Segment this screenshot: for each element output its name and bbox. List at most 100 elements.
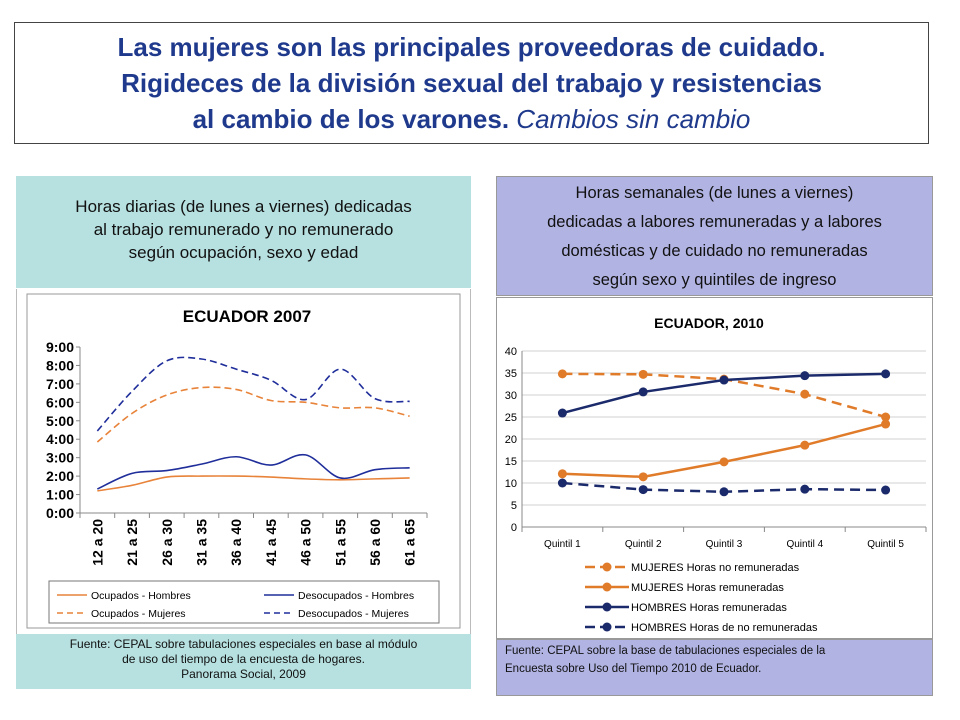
y-tick-label: 40	[505, 346, 517, 358]
slide-title: Las mujeres son las principales proveedo…	[14, 22, 929, 144]
data-point	[881, 369, 891, 379]
y-tick-label: 25	[505, 412, 517, 424]
y-tick-label: 1:00	[46, 487, 74, 503]
legend-label: HOMBRES Horas de no remuneradas	[631, 622, 818, 634]
title-line-3: al cambio de los varones. Cambios sin ca…	[15, 101, 928, 137]
y-tick-label: 6:00	[46, 394, 74, 410]
legend-marker	[602, 602, 612, 612]
right-source-line-2: Encuesta sobre Uso del Tiempo 2010 de Ec…	[505, 663, 762, 675]
left-caption-line-3: según ocupación, sexo y edad	[128, 243, 359, 262]
x-tick-label: 51 a 55	[332, 519, 348, 566]
data-point	[800, 440, 810, 450]
data-point	[557, 408, 567, 418]
legend-label: Desocupados - Mujeres	[298, 608, 409, 620]
y-tick-label: 7:00	[46, 376, 74, 392]
legend-label: Desocupados - Hombres	[298, 590, 414, 602]
title-line-2: Rigideces de la división sexual del trab…	[121, 68, 822, 98]
y-tick-label: 9:00	[46, 339, 74, 355]
x-tick-label: 12 a 20	[89, 519, 105, 566]
data-point	[557, 369, 567, 379]
x-tick-label: 21 a 25	[124, 519, 140, 566]
data-point	[800, 484, 810, 494]
series-line-2	[97, 453, 410, 490]
data-point	[638, 472, 648, 482]
title-line-1: Las mujeres son las principales proveedo…	[117, 32, 826, 62]
legend-label: HOMBRES Horas remuneradas	[631, 602, 787, 614]
y-tick-label: 2:00	[46, 468, 74, 484]
data-point	[638, 387, 648, 397]
ecuador-2010-chart: ECUADOR, 2010 0 5 10 15 20 25 30 35 40 Quintil 1 Qu…	[505, 315, 927, 634]
data-point	[557, 478, 567, 488]
title-line-3-italic: Cambios sin cambio	[516, 104, 751, 134]
right-caption-line-4: según sexo y quintiles de ingreso	[592, 271, 837, 289]
x-tick-label: 56 a 60	[367, 519, 383, 566]
chart-title: ECUADOR 2007	[183, 307, 312, 326]
legend-label: MUJERES Horas remuneradas	[631, 582, 784, 594]
legend-box	[48, 580, 440, 624]
series-line-2	[562, 422, 886, 479]
data-point	[800, 389, 810, 399]
legend-label: Ocupados - Mujeres	[91, 608, 186, 620]
y-tick-label: 20	[505, 434, 517, 446]
ecuador-2007-chart: ECUADOR 2007 0:00 1:00 2:00 3:00 4:00 5:00 6:00…	[26, 293, 461, 629]
data-point	[881, 412, 891, 422]
right-source-line-1: Fuente: CEPAL sobre la base de tabulacio…	[505, 645, 826, 657]
x-tick-label: Quintil 2	[625, 539, 662, 550]
left-caption-line-1: Horas diarias (de lunes a viernes) dedic…	[75, 197, 412, 216]
title-line-3-bold: al cambio de los varones.	[192, 104, 510, 134]
y-tick-label: 4:00	[46, 431, 74, 447]
right-caption-line-3: domésticas y de cuidado no remuneradas	[561, 242, 868, 260]
left-source-line-2: de uso del tiempo de la encuesta de hoga…	[122, 652, 365, 666]
left-source-note: Fuente: CEPAL sobre tabulaciones especia…	[16, 634, 471, 689]
y-tick-label: 8:00	[46, 357, 74, 373]
y-tick-label: 30	[505, 390, 517, 402]
left-source-line-1: Fuente: CEPAL sobre tabulaciones especia…	[69, 637, 418, 651]
x-tick-label: Quintil 5	[867, 539, 904, 550]
data-point	[638, 485, 648, 495]
chart-title: ECUADOR, 2010	[654, 315, 764, 331]
data-point	[719, 487, 729, 497]
left-source-line-3: Panorama Social, 2009	[181, 667, 306, 681]
y-tick-label: 3:00	[46, 450, 74, 466]
x-tick-label: 26 a 30	[159, 519, 175, 566]
legend-marker	[602, 582, 612, 592]
ecuador-2007-chart-panel: ECUADOR 2007 0:00 1:00 2:00 3:00 4:00 5:00 6:00…	[16, 289, 471, 634]
right-caption-line-2: dedicadas a labores remuneradas y a labo…	[547, 213, 882, 231]
data-point	[881, 485, 891, 495]
data-point	[719, 375, 729, 385]
legend-label: Ocupados - Hombres	[91, 590, 191, 602]
x-tick-label: 36 a 40	[228, 519, 244, 566]
left-chart-caption: Horas diarias (de lunes a viernes) dedic…	[16, 176, 471, 288]
ecuador-2010-chart-panel: ECUADOR, 2010 0 5 10 15 20 25 30 35 40 Quintil 1 Qu…	[496, 297, 933, 639]
y-tick-label: 0	[511, 522, 517, 534]
y-tick-label: 5	[511, 500, 517, 512]
x-tick-label: 31 a 35	[193, 519, 209, 566]
x-tick-label: Quintil 3	[706, 539, 743, 550]
x-tick-label: Quintil 1	[544, 539, 581, 550]
legend-marker	[602, 562, 612, 572]
right-source-note: Fuente: CEPAL sobre la base de tabulacio…	[496, 639, 933, 696]
chart-area-border	[26, 293, 461, 629]
x-tick-label: 61 a 65	[402, 519, 418, 566]
data-point	[557, 469, 567, 479]
x-tick-label: Quintil 4	[786, 539, 823, 550]
left-caption-line-2: al trabajo remunerado y no remunerado	[93, 220, 394, 239]
data-point	[881, 419, 891, 429]
y-tick-label: 15	[505, 456, 517, 468]
data-point	[719, 457, 729, 467]
legend-label: MUJERES Horas no remuneradas	[631, 562, 800, 574]
legend-marker	[602, 622, 612, 632]
series-line-1	[97, 475, 410, 492]
y-tick-label: 5:00	[46, 413, 74, 429]
y-tick-label: 0:00	[46, 505, 74, 521]
data-point	[638, 369, 648, 379]
right-chart-caption: Horas semanales (de lunes a viernes) ded…	[496, 176, 933, 296]
series-line-3	[96, 386, 410, 443]
y-tick-label: 35	[505, 368, 517, 380]
right-caption-line-1: Horas semanales (de lunes a viernes)	[575, 184, 854, 202]
series-line-4	[96, 356, 410, 432]
x-tick-label: 46 a 50	[298, 519, 314, 566]
x-tick-label: 41 a 45	[263, 519, 279, 566]
data-point	[800, 371, 810, 381]
y-tick-label: 10	[505, 478, 517, 490]
